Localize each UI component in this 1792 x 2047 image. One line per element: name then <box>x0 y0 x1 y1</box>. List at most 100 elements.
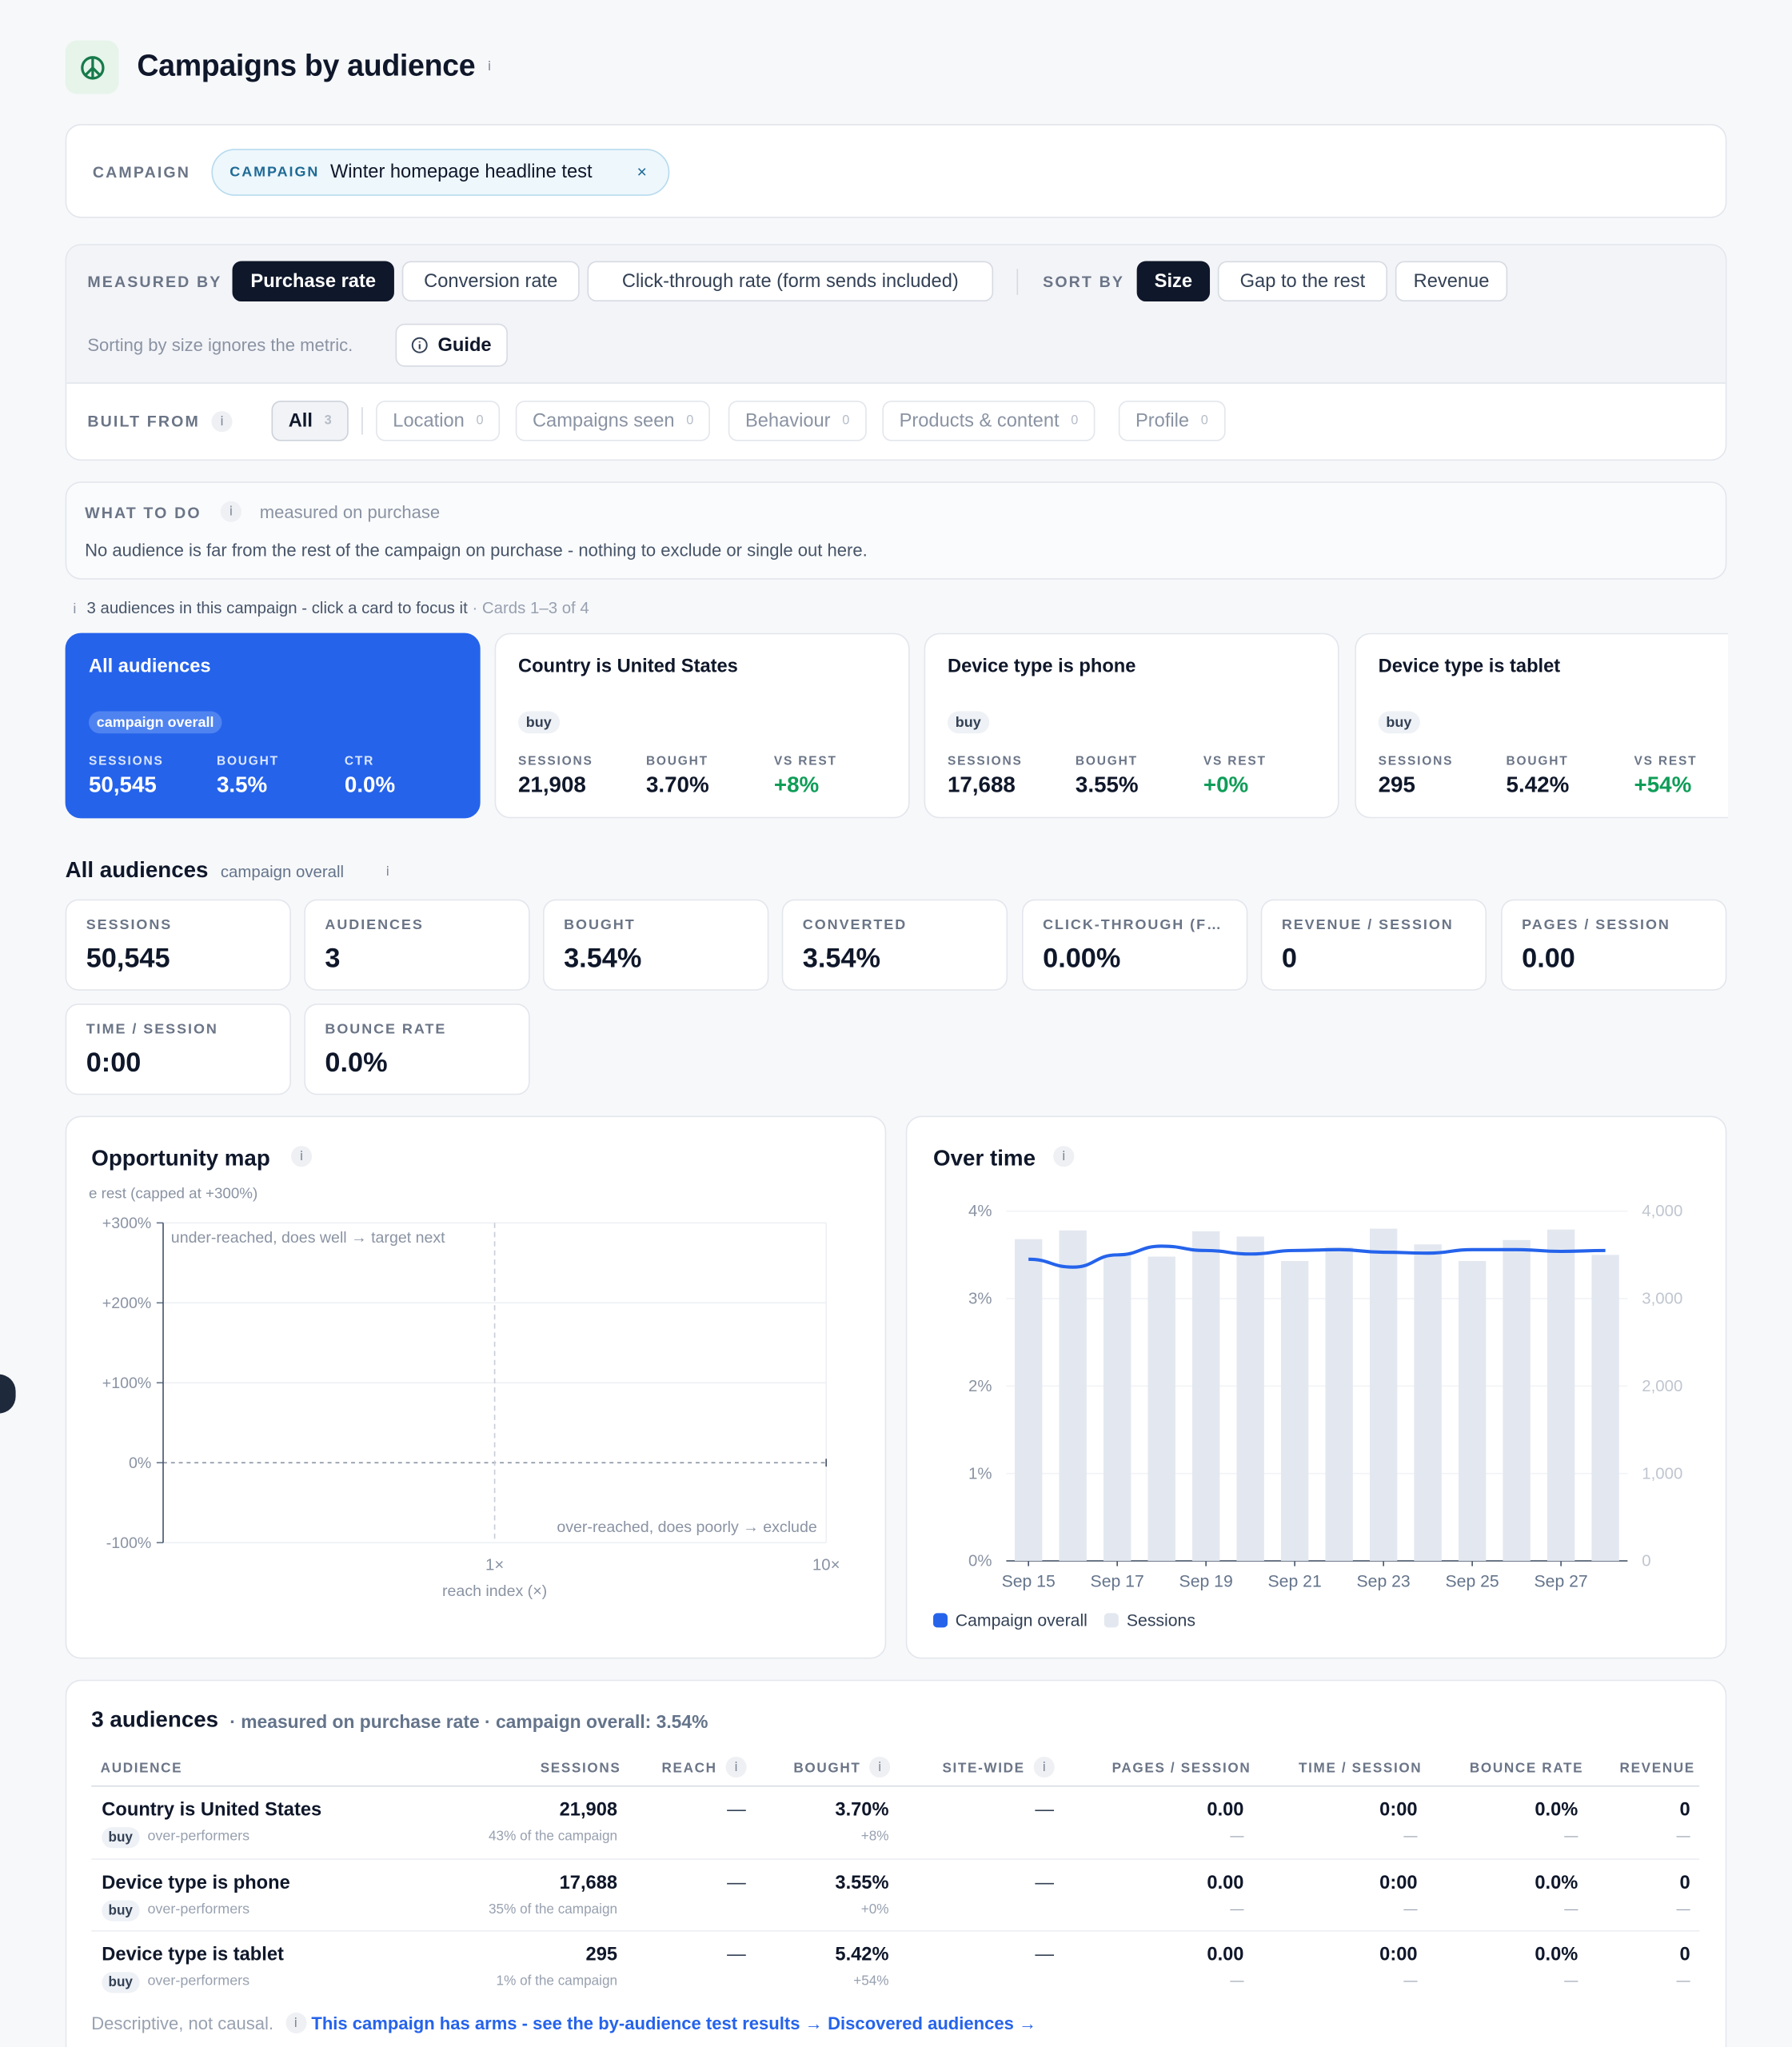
info-circle-icon <box>412 337 429 353</box>
source-all-count: 3 <box>324 413 332 429</box>
row-bounce-sub: — <box>1564 1973 1578 1989</box>
title-info-icon[interactable]: i <box>487 59 492 74</box>
column-header-audience[interactable]: AUDIENCE <box>100 1760 183 1777</box>
legend-swatch-campaign <box>933 1613 948 1628</box>
table-row[interactable]: Device type is tablet buy over-performers 2… <box>91 1930 1700 2002</box>
footer-link-discovered[interactable]: Discovered audiences → <box>828 2013 1037 2033</box>
guide-button[interactable]: Guide <box>395 323 508 367</box>
kpi-label: REVENUE / SESSION <box>1281 917 1454 934</box>
legend-swatch-sessions <box>1104 1613 1120 1628</box>
row-reach: — <box>727 1944 746 1966</box>
table-header-rule <box>91 1785 1700 1787</box>
source-location[interactable]: Location 0 <box>376 401 501 441</box>
row-site-wide: — <box>1035 1799 1055 1821</box>
audience-card-value-2: 3.70% <box>645 772 709 798</box>
kpi-time-per-session: TIME / SESSION 0:00 <box>65 1004 291 1095</box>
footer-link-arms[interactable]: This campaign has arms - see the by-audi… <box>311 2013 823 2033</box>
audience-card-tag: campaign overall <box>88 711 222 734</box>
site-wide-info-icon[interactable]: i <box>1033 1756 1055 1778</box>
row-bounce-sub: — <box>1564 1901 1578 1917</box>
over-time-ytick-right: 4,000 <box>1642 1203 1682 1220</box>
sessions-bar <box>1059 1230 1087 1562</box>
over-time-ytick-right: 0 <box>1642 1553 1650 1570</box>
kpi-revenue-per-session: REVENUE / SESSION 0 <box>1260 899 1487 991</box>
metric-purchase-rate[interactable]: Purchase rate <box>232 261 394 302</box>
over-time-xtick-label: Sep 27 <box>1535 1573 1588 1591</box>
kpi-label: TIME / SESSION <box>86 1022 218 1038</box>
sort-gap-to-rest[interactable]: Gap to the rest <box>1217 261 1388 302</box>
kpi-value: 50,545 <box>86 944 170 974</box>
audience-card-value-1: 295 <box>1378 772 1415 798</box>
overview-info-icon[interactable]: i <box>385 864 390 880</box>
row-lift: +8% <box>860 1828 889 1845</box>
column-header-bounce-rate[interactable]: BOUNCE RATE <box>1469 1760 1584 1777</box>
what-to-do-info-icon[interactable]: i <box>220 501 241 522</box>
campaign-filter-label: CAMPAIGN <box>92 163 191 182</box>
audience-card-label-3: VS REST <box>773 754 837 769</box>
audience-strip-hint: i 3 audiences in this campaign - click a … <box>73 599 589 617</box>
audience-strip-range: · Cards 1–3 of 4 <box>472 599 589 618</box>
controls-divider <box>1016 269 1019 295</box>
source-profile[interactable]: Profile 0 <box>1118 401 1226 441</box>
metric-conversion-rate[interactable]: Conversion rate <box>401 261 580 302</box>
row-lift: +54% <box>853 1973 889 1989</box>
drawer-handle[interactable] <box>0 1374 16 1414</box>
audience-card-phone[interactable]: Device type is phone buy SESSIONS 17,688… <box>924 632 1339 819</box>
kpi-value: 3.54% <box>802 944 880 974</box>
audience-card-united-states[interactable]: Country is United States buy SESSIONS 21… <box>494 632 910 819</box>
row-pages: 0.00 <box>1207 1944 1244 1966</box>
source-products-content[interactable]: Products & content 0 <box>882 401 1096 441</box>
opportunity-map-info-icon[interactable]: i <box>290 1146 313 1167</box>
table-row[interactable]: Device type is phone buy over-performers 17… <box>91 1858 1700 1930</box>
column-header-time-per-session[interactable]: TIME / SESSION <box>1299 1760 1423 1777</box>
sessions-bar <box>1503 1239 1531 1562</box>
kpi-sessions: SESSIONS 50,545 <box>65 899 291 991</box>
guide-label: Guide <box>437 334 492 356</box>
metric-click-through-rate[interactable]: Click-through rate (form sends included) <box>587 261 994 302</box>
column-header-site-wide[interactable]: SITE-WIDE <box>942 1760 1025 1777</box>
audience-card-value-2: 3.55% <box>1075 772 1139 798</box>
column-header-reach[interactable]: REACH <box>661 1760 717 1777</box>
column-header-sessions[interactable]: SESSIONS <box>540 1760 621 1777</box>
over-time-ytick-left: 4% <box>968 1203 992 1220</box>
table-row[interactable]: Country is United States buy over-performe… <box>91 1786 1699 1858</box>
bought-info-icon[interactable]: i <box>869 1756 891 1778</box>
audience-card-value-3: 0.0% <box>344 772 396 798</box>
reach-info-icon[interactable]: i <box>725 1756 747 1778</box>
campaign-chip[interactable]: CAMPAIGN Winter homepage headline test × <box>211 149 670 196</box>
over-time-info-icon[interactable]: i <box>1053 1146 1075 1167</box>
legend-campaign-overall: Campaign overall <box>955 1610 1088 1630</box>
over-time-xtick-label: Sep 21 <box>1268 1573 1322 1591</box>
kpi-label: CLICK-THROUGH (F… <box>1043 917 1223 934</box>
source-location-label: Location <box>393 410 465 432</box>
column-header-bought[interactable]: BOUGHT <box>793 1760 861 1777</box>
sessions-bar <box>1414 1244 1442 1562</box>
opportunity-map-ytick-label: +300% <box>102 1215 152 1232</box>
source-behaviour[interactable]: Behaviour 0 <box>728 401 867 441</box>
row-audience-name: Device type is phone <box>102 1873 290 1894</box>
source-campaigns-seen[interactable]: Campaigns seen 0 <box>515 401 711 441</box>
row-bought: 5.42% <box>835 1944 889 1966</box>
footer-info-icon[interactable]: i <box>285 2012 306 2033</box>
kpi-label: CONVERTED <box>802 917 908 934</box>
built-from-info-icon[interactable]: i <box>211 411 233 433</box>
over-time-ytick-left: 1% <box>968 1465 992 1482</box>
audience-card-tablet[interactable]: Device type is tablet buy SESSIONS 295 B… <box>1355 632 1729 819</box>
audience-card-label-1: SESSIONS <box>517 754 593 769</box>
sessions-bar <box>1325 1247 1353 1562</box>
source-all[interactable]: All 3 <box>271 401 349 441</box>
column-header-revenue[interactable]: REVENUE <box>1619 1760 1695 1777</box>
remove-campaign-icon[interactable]: × <box>637 162 647 182</box>
table-title: 3 audiences <box>91 1706 219 1732</box>
sort-revenue[interactable]: Revenue <box>1395 261 1508 302</box>
source-all-label: All <box>288 410 313 432</box>
sessions-bar <box>1369 1228 1398 1562</box>
row-time-sub: — <box>1403 1973 1418 1989</box>
over-time-ytick-right: 2,000 <box>1642 1378 1682 1395</box>
audience-card-all[interactable]: All audiences campaign overall SESSIONS … <box>65 632 481 819</box>
sort-size[interactable]: Size <box>1136 261 1211 302</box>
sessions-bar <box>1103 1255 1131 1562</box>
kpi-bought: BOUGHT 3.54% <box>542 899 769 991</box>
column-header-pages-per-session[interactable]: PAGES / SESSION <box>1112 1760 1251 1777</box>
row-bought: 3.70% <box>835 1799 889 1821</box>
